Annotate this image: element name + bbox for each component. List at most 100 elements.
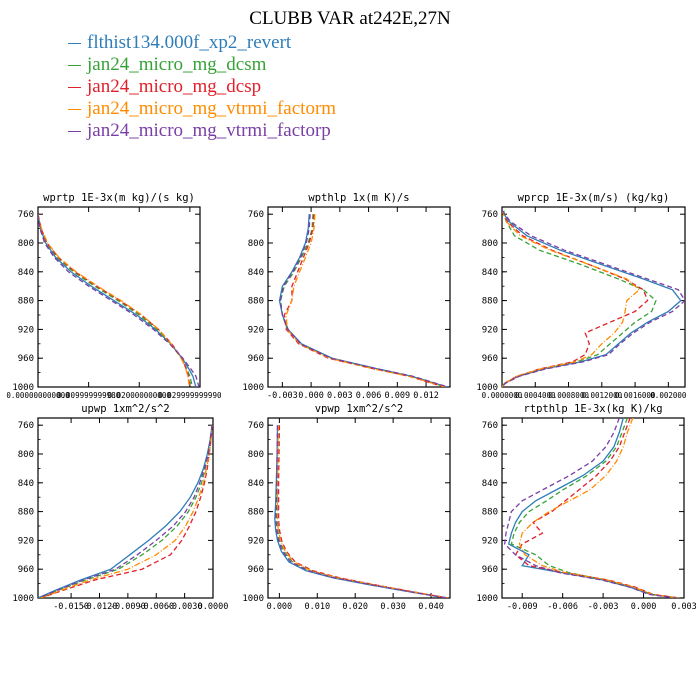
y-tick-label: 1000 [242, 594, 264, 604]
x-tick-label: 0.0000 [198, 602, 229, 612]
y-tick-label: 1000 [476, 594, 498, 604]
x-tick-label: -0.009 [507, 602, 538, 612]
legend-label: jan24_micro_mg_dcsp [87, 76, 262, 97]
legend-item: flthist134.000f_xp2_revert [68, 32, 336, 54]
series-line-1 [502, 210, 682, 387]
legend: flthist134.000f_xp2_revert jan24_micro_m… [68, 32, 336, 142]
y-tick-label: 800 [18, 450, 34, 460]
x-tick-label: 0.003 [671, 602, 697, 612]
panel-title: rtpthlp 1E-3x(kg K)/kg [523, 403, 662, 415]
legend-swatch [68, 130, 81, 132]
y-tick-label: 760 [482, 210, 498, 220]
series-line-1 [278, 214, 448, 387]
legend-label: flthist134.000f_xp2_revert [87, 32, 292, 53]
y-tick-label: 960 [482, 354, 498, 364]
legend-swatch [68, 108, 81, 110]
plot-frame [501, 417, 685, 599]
x-tick-label: -0.0150 [53, 602, 89, 612]
x-tick-label: 0.0008000 [548, 391, 589, 400]
x-tick-label: 0.000000000000 [6, 391, 70, 400]
y-tick-label: 960 [248, 565, 264, 575]
series-line-4 [285, 214, 446, 387]
x-tick-label: 0.029999999990 [158, 391, 222, 400]
y-tick-label: 880 [482, 508, 498, 518]
y-tick-label: 840 [482, 479, 498, 489]
x-tick-label: 0.006 [356, 391, 382, 401]
panel-title: vpwp 1xm^2/s^2 [315, 403, 404, 415]
legend-swatch [68, 42, 81, 44]
y-tick-label: 840 [248, 479, 264, 489]
panel-5: vpwp 1xm^2/s^2 760 800 840 880 920 960 10000.00… [242, 403, 451, 612]
series-line-5 [504, 418, 676, 598]
x-tick-label: 0.0000000 [482, 391, 523, 400]
series-line-3 [514, 418, 681, 598]
y-tick-label: 800 [482, 450, 498, 460]
plot-frame [267, 417, 451, 599]
x-tick-label: 0.000 [267, 602, 293, 612]
legend-label: jan24_micro_mg_dcsm [87, 54, 267, 75]
series-line-2 [276, 425, 449, 598]
series-line-1 [38, 214, 197, 387]
panel-title: upwp 1xm^2/s^2 [81, 403, 170, 415]
y-tick-label: 920 [248, 536, 264, 546]
legend-item: jan24_micro_mg_vtrmi_factorp [68, 120, 336, 142]
y-tick-label: 880 [482, 297, 498, 307]
y-tick-label: 960 [482, 565, 498, 575]
legend-label: jan24_micro_mg_vtrmi_factorm [87, 98, 337, 119]
y-tick-label: 880 [248, 508, 264, 518]
y-tick-label: 760 [482, 421, 498, 431]
x-tick-label: 0.000 [298, 391, 324, 401]
y-tick-label: 760 [18, 421, 34, 431]
panel-title: wpthlp 1x(m K)/s [308, 192, 409, 204]
panel-6: rtpthlp 1E-3x(kg K)/kg 760 800 840 880 920 960… [476, 403, 696, 612]
series-line-2 [502, 210, 657, 387]
x-tick-label: 0.009999999980 [57, 391, 121, 400]
y-tick-label: 1000 [242, 383, 264, 393]
y-tick-label: 760 [18, 210, 34, 220]
y-tick-label: 760 [248, 210, 264, 220]
legend-swatch [68, 64, 81, 66]
series-line-4 [502, 210, 641, 387]
x-tick-label: 0.020000000000 [108, 391, 172, 400]
series-line-2 [38, 214, 194, 387]
x-tick-label: -0.0060 [138, 602, 174, 612]
series-line-4 [518, 418, 679, 598]
panel-title: wprcp 1E-3x(m/s) (kg/kg) [518, 192, 670, 204]
x-tick-label: -0.003 [588, 602, 619, 612]
y-tick-label: 960 [248, 354, 264, 364]
panel-2: wpthlp 1x(m K)/s 760 800 840 880 920 960 1000-0… [242, 192, 451, 401]
y-tick-label: 960 [18, 565, 34, 575]
series-line-2 [510, 418, 679, 598]
x-tick-label: 0.020 [342, 602, 368, 612]
y-tick-label: 960 [18, 354, 34, 364]
series-line-3 [40, 425, 213, 598]
x-tick-label: 0.030 [380, 602, 406, 612]
plot-frame [37, 206, 201, 388]
panel-4: upwp 1xm^2/s^2 760 800 840 880 920 960 1000 -0.0… [12, 403, 228, 612]
y-tick-label: 760 [248, 421, 264, 431]
y-tick-label: 800 [482, 239, 498, 249]
figure-title: CLUBB VAR at242E,27N [249, 8, 451, 29]
y-tick-label: 880 [18, 508, 34, 518]
panel-1: wprtp 1E-3x(m kg)/(s kg) 760 800 840 880 920 9… [6, 192, 222, 400]
y-tick-label: 1000 [12, 594, 34, 604]
x-tick-label: 0.0004000 [515, 391, 556, 400]
x-tick-label: 0.003 [327, 391, 353, 401]
panel-title: wprtp 1E-3x(m kg)/(s kg) [43, 192, 195, 204]
series-line-5 [38, 214, 200, 387]
series-line-4 [276, 425, 448, 598]
series-line-5 [275, 425, 448, 598]
legend-item: jan24_micro_mg_dcsp [68, 76, 336, 98]
y-tick-label: 920 [248, 325, 264, 335]
y-tick-label: 880 [18, 297, 34, 307]
y-tick-label: 920 [18, 325, 34, 335]
panel-3: wprcp 1E-3x(m/s) (kg/kg) 760 800 840 880 920 9… [476, 192, 687, 400]
y-tick-label: 840 [18, 268, 34, 278]
x-tick-label: -0.0030 [167, 602, 203, 612]
y-tick-label: 920 [18, 536, 34, 546]
x-tick-label: -0.003 [267, 391, 298, 401]
y-tick-label: 1000 [476, 383, 498, 393]
y-tick-label: 840 [248, 268, 264, 278]
plot-frame [501, 206, 686, 388]
x-tick-label: 0.0016000 [615, 391, 656, 400]
